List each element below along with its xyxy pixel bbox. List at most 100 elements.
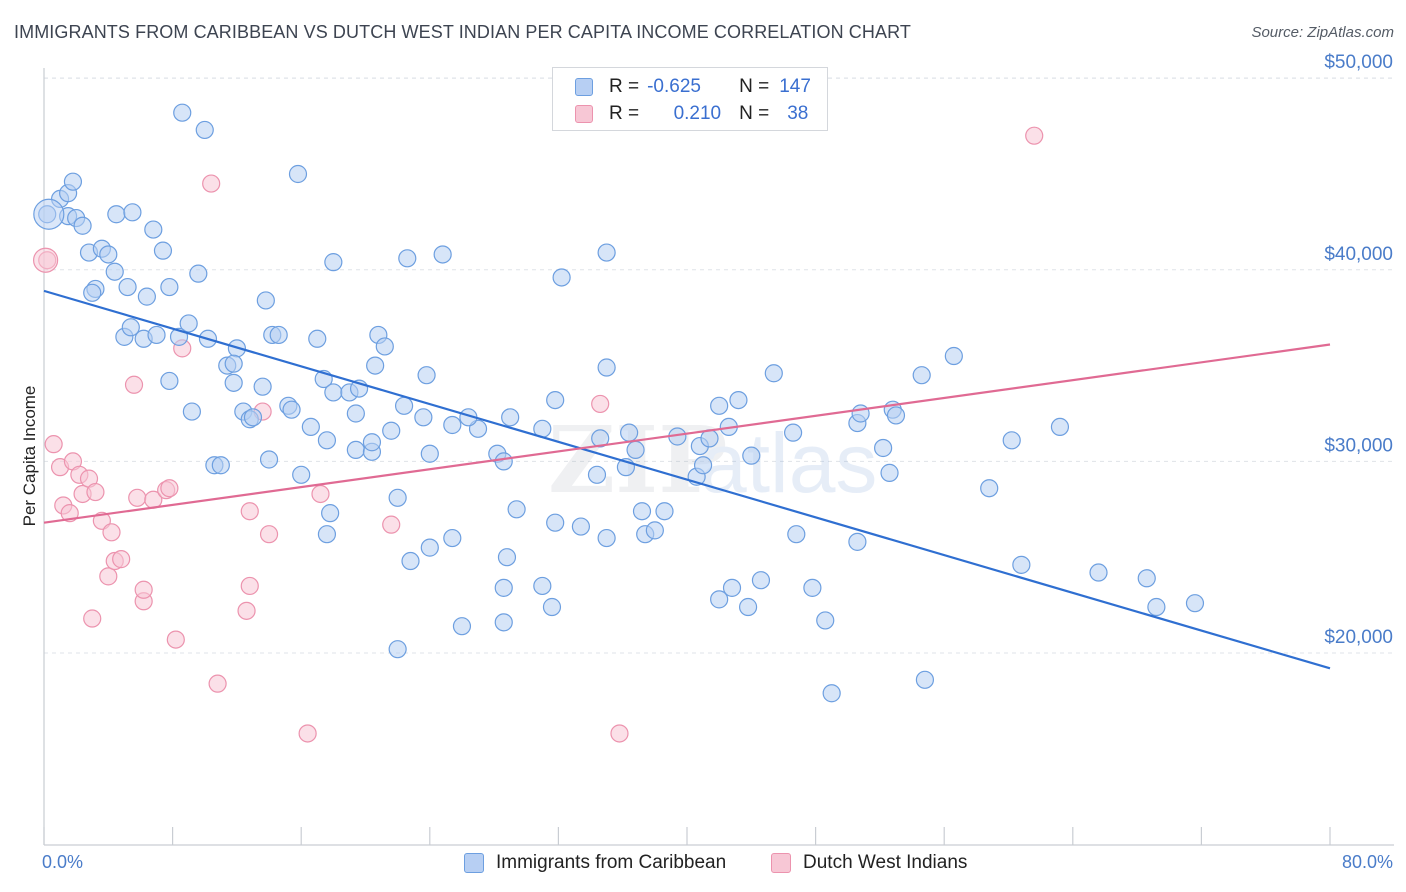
caribbean-point — [107, 205, 126, 224]
trend-lines — [43, 289, 1331, 670]
dutch-point — [298, 724, 317, 743]
caribbean-point — [224, 354, 243, 373]
caribbean-point — [317, 525, 337, 544]
caribbean-point — [243, 408, 263, 427]
legend-item-dutch[interactable]: Dutch West Indians — [771, 852, 967, 874]
caribbean-point — [915, 670, 935, 689]
r-value: 0.210 — [673, 103, 722, 124]
dutch-point — [83, 609, 102, 628]
dutch-point — [44, 435, 63, 454]
caribbean-point — [420, 538, 439, 557]
caribbean-legend-swatch — [464, 853, 484, 873]
dutch-point — [208, 674, 227, 693]
caribbean-point — [851, 404, 870, 423]
caribbean-point — [433, 245, 452, 264]
caribbean-trend-line — [43, 289, 1331, 670]
y-axis-label: Per Capita Income — [20, 385, 39, 527]
caribbean-point — [301, 417, 320, 437]
caribbean-point — [1050, 417, 1070, 437]
y-tick-labels: $20,000 $30,000 $40,000 $50,000 — [1324, 52, 1393, 648]
caribbean-point — [645, 521, 664, 540]
stats-row-dutch: R = 0.210 N = 38 — [575, 101, 808, 127]
caribbean-point — [282, 400, 301, 419]
dutch-point — [259, 525, 279, 544]
dutch-point-cluster — [33, 247, 59, 273]
caribbean-point — [324, 253, 343, 272]
y-tick-label: $20,000 — [1324, 627, 1393, 648]
caribbean-point — [1089, 563, 1108, 582]
caribbean-point — [700, 429, 719, 448]
caribbean-point — [324, 383, 343, 402]
caribbean-point — [803, 578, 822, 597]
caribbean-point — [443, 528, 462, 548]
legend-item-caribbean[interactable]: Immigrants from Caribbean — [464, 852, 726, 874]
source-note: Source: ZipAtlas.com — [1251, 24, 1394, 41]
caribbean-point — [346, 440, 365, 460]
caribbean-point — [620, 423, 639, 442]
caribbean-point — [980, 479, 999, 498]
caribbean-point — [944, 346, 963, 366]
caribbean-point — [211, 456, 230, 475]
caribbean-series — [33, 103, 1205, 703]
y-tick-label: $50,000 — [1324, 52, 1393, 73]
caribbean-point — [346, 404, 365, 423]
caribbean-point — [417, 366, 436, 385]
caribbean-point — [121, 318, 140, 337]
dutch-point — [240, 576, 259, 596]
caribbean-point — [321, 504, 340, 523]
caribbean-point — [189, 264, 208, 283]
caribbean-point — [533, 576, 552, 596]
caribbean-point — [420, 444, 439, 463]
x-tick-min: 0.0% — [42, 852, 84, 872]
axes — [43, 68, 1394, 846]
caribbean-point — [626, 440, 645, 460]
dutch-point — [60, 504, 79, 523]
dutch-point — [237, 601, 256, 620]
caribbean-point — [571, 517, 591, 536]
caribbean-point — [99, 245, 118, 264]
caribbean-point — [144, 220, 163, 239]
x-tick-max: 80.0% — [1341, 852, 1393, 872]
caribbean-point — [816, 611, 835, 630]
caribbean-point — [546, 390, 565, 410]
caribbean-point — [224, 373, 243, 392]
caribbean-point — [494, 452, 513, 471]
caribbean-swatch — [575, 78, 593, 96]
legend: Immigrants from Caribbean Dutch West Ind… — [0, 852, 1406, 878]
caribbean-point — [552, 268, 571, 287]
caribbean-point — [546, 513, 565, 532]
r-label: R = — [609, 103, 640, 124]
caribbean-point — [1002, 431, 1021, 450]
caribbean-point — [886, 406, 906, 425]
caribbean-point — [452, 617, 472, 636]
legend-label-caribbean: Immigrants from Caribbean — [496, 852, 727, 873]
caribbean-point — [494, 578, 513, 597]
caribbean-point — [787, 525, 806, 544]
caribbean-point — [597, 528, 616, 548]
caribbean-point — [83, 283, 102, 302]
dutch-point — [311, 484, 330, 504]
y-tick-label: $30,000 — [1324, 435, 1393, 456]
caribbean-point — [388, 640, 407, 659]
dutch-point — [166, 630, 185, 649]
caribbean-point — [507, 500, 526, 519]
dutch-point — [112, 550, 131, 569]
caribbean-point — [292, 465, 311, 484]
caribbean-point — [118, 277, 137, 297]
caribbean-point — [742, 446, 761, 465]
caribbean-point — [182, 402, 201, 421]
caribbean-point — [366, 356, 385, 375]
caribbean-point — [632, 502, 652, 521]
dutch-point — [102, 523, 121, 542]
caribbean-point — [729, 390, 748, 410]
caribbean-point — [587, 465, 607, 484]
caribbean-point — [105, 262, 124, 281]
caribbean-point — [783, 423, 803, 442]
caribbean-point — [153, 241, 173, 260]
caribbean-point — [822, 684, 841, 703]
dutch-point — [86, 482, 105, 502]
stats-row-caribbean: R = -0.625 N = 147 — [575, 74, 811, 100]
n-label: N = — [739, 103, 770, 124]
grid-lines — [44, 77, 1394, 654]
caribbean-point — [137, 287, 156, 306]
